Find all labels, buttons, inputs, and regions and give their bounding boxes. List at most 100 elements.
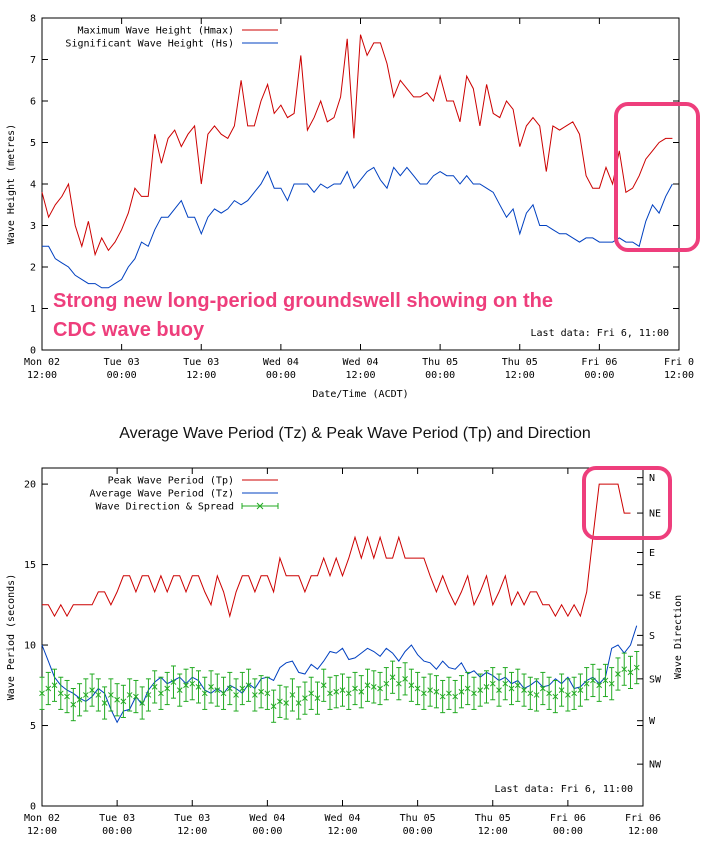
- direction-point: [408, 682, 415, 689]
- direction-point: [539, 685, 546, 692]
- x-tick-label: Thu 05: [422, 357, 458, 368]
- direction-point: [308, 690, 315, 697]
- direction-point: [189, 680, 196, 687]
- plot-frame: [41, 467, 644, 807]
- direction-point: [245, 682, 252, 689]
- direction-point: [277, 698, 283, 705]
- direction-point: [345, 690, 352, 697]
- direction-point: [170, 679, 177, 685]
- y-tick-label: 8: [30, 14, 36, 25]
- x-axis-label: Date/Time (ACDT): [312, 389, 408, 400]
- x-tick-label: 00:00: [252, 826, 282, 837]
- direction-point: [496, 687, 502, 693]
- legend-label: Average Wave Period (Tz): [90, 489, 235, 500]
- y-axis-label: Wave Period (seconds): [6, 574, 17, 700]
- highlight-box-height: [614, 102, 700, 252]
- direction-point: [577, 687, 584, 693]
- x-tick-label: 12:00: [186, 370, 216, 381]
- direction-point: [439, 693, 446, 700]
- direction-point: [51, 682, 58, 689]
- direction-point: [283, 700, 290, 706]
- y2-tick-label: S: [649, 631, 655, 642]
- direction-point: [333, 688, 340, 695]
- direction-point: [258, 688, 264, 695]
- direction-point: [615, 671, 621, 677]
- direction-point: [101, 700, 108, 706]
- direction-point: [621, 666, 628, 673]
- direction-point: [414, 685, 421, 692]
- x-tick-label: Tue 03: [104, 357, 140, 368]
- direction-point: [383, 680, 390, 687]
- x-tick-label: 12:00: [505, 370, 535, 381]
- y2-tick-label: N: [649, 473, 655, 484]
- x-tick-label: Fri 06: [581, 357, 617, 368]
- direction-point: [327, 690, 333, 697]
- direction-point: [208, 684, 214, 690]
- direction-point: [627, 669, 634, 676]
- y-tick-label: 2: [30, 263, 36, 274]
- y-tick-label: 1: [30, 304, 36, 315]
- x-tick-label: Thu 05: [400, 813, 436, 824]
- y2-axis-label: Wave Direction: [673, 595, 684, 679]
- direction-point: [176, 687, 183, 693]
- x-tick-label: 12:00: [345, 370, 375, 381]
- direction-point: [220, 690, 227, 697]
- x-tick-label: 00:00: [553, 826, 583, 837]
- direction-point: [145, 692, 152, 698]
- x-tick-label: 00:00: [584, 370, 614, 381]
- x-tick-label: 00:00: [425, 370, 455, 381]
- direction-point: [302, 695, 308, 702]
- direction-point: [239, 685, 246, 692]
- y2-tick-label: SE: [649, 591, 661, 602]
- direction-point: [458, 688, 465, 695]
- series-line-0: [41, 34, 673, 257]
- direction-point: [471, 690, 477, 697]
- x-tick-label: Fri 0: [664, 357, 694, 368]
- y-tick-label: 6: [30, 97, 36, 108]
- y-tick-label: 10: [24, 641, 36, 652]
- wave-period-chart: 0 5 10 15 20 N NE E SE S SW W NW Mon 02 12:00 Tue 03 00:…: [6, 467, 684, 837]
- x-tick-label: Tue 03: [183, 357, 219, 368]
- x-tick-label: Mon 02: [24, 813, 60, 824]
- annotation-line-2: CDC wave buoy: [53, 319, 205, 341]
- direction-point: [108, 692, 114, 698]
- x-tick-label: Tue 03: [99, 813, 135, 824]
- direction-point: [120, 698, 127, 705]
- x-tick-label: 12:00: [177, 826, 207, 837]
- direction-point: [139, 700, 146, 706]
- y-tick-label: 3: [30, 221, 36, 232]
- y2-tick-label: NW: [649, 760, 662, 771]
- direction-point: [126, 692, 133, 698]
- direction-point: [76, 696, 83, 703]
- period-chart-title: Average Wave Period (Tz) & Peak Wave Per…: [119, 425, 591, 442]
- direction-point: [571, 690, 577, 697]
- direction-point: [552, 693, 559, 700]
- direction-point: [295, 700, 302, 706]
- x-tick-label: Fri 06: [625, 813, 661, 824]
- legend-label: Significant Wave Height (Hs): [65, 39, 234, 50]
- x-tick-label: 12:00: [27, 370, 57, 381]
- direction-point: [164, 685, 171, 692]
- annotation-line-1: Strong new long-period groundswell showi…: [53, 290, 553, 312]
- x-tick-label: 12:00: [478, 826, 508, 837]
- direction-point: [452, 693, 459, 700]
- direction-point: [402, 675, 408, 682]
- y-tick-label: 4: [30, 180, 36, 191]
- legend-swatch: [256, 502, 264, 510]
- x-tick-label: 00:00: [102, 826, 132, 837]
- series-line-0: [42, 483, 631, 619]
- y2-tick-label: NE: [649, 509, 661, 520]
- direction-point: [233, 692, 239, 698]
- legend-label: Peak Wave Period (Tp): [108, 476, 234, 487]
- y-tick-label: 7: [30, 55, 36, 66]
- last-data-label: Last data: Fri 6, 11:00: [531, 328, 669, 339]
- direction-point: [633, 664, 640, 671]
- direction-point: [45, 685, 52, 692]
- y-tick-label: 15: [24, 560, 36, 571]
- x-tick-label: Wed 04: [324, 813, 360, 824]
- series-line-1: [41, 625, 638, 724]
- x-tick-label: Wed 04: [249, 813, 285, 824]
- direction-point: [364, 682, 371, 689]
- direction-point: [95, 692, 102, 698]
